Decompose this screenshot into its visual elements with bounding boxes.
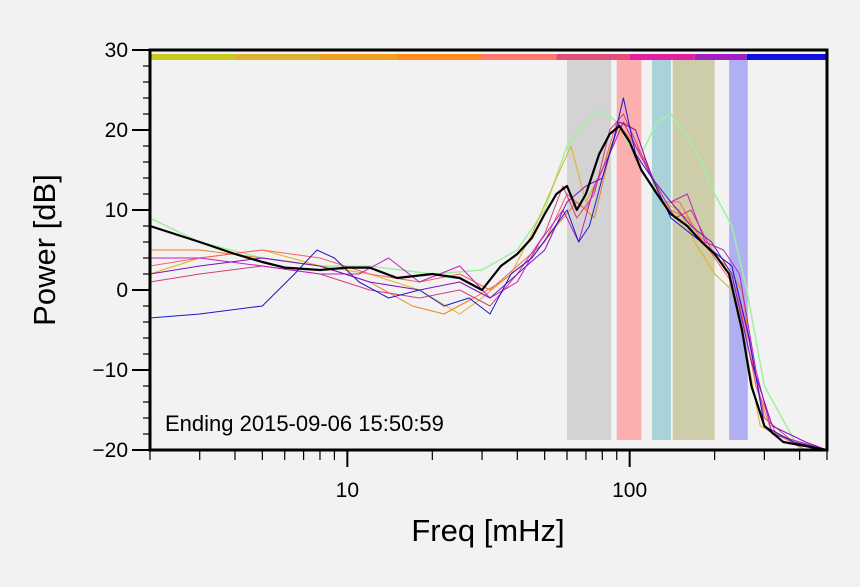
y-tick-label: −10 <box>92 359 128 382</box>
shaded-band-1 <box>567 60 612 440</box>
shaded-band-3 <box>652 60 671 440</box>
top-band-segment-3 <box>319 54 398 60</box>
y-axis: 30 20 10 0 −10 −20 <box>92 39 150 462</box>
top-color-band <box>150 54 827 60</box>
series-line-3 <box>150 121 827 450</box>
plot-frame <box>148 48 829 452</box>
y-tick-label: 0 <box>116 279 128 302</box>
series-line-4 <box>150 121 827 450</box>
y-tick-label: 20 <box>105 119 128 142</box>
top-band-segment-5 <box>482 54 557 60</box>
x-tick-label: 10 <box>336 479 359 502</box>
series-line-7 <box>150 121 827 450</box>
series-line-9 <box>150 124 827 450</box>
y-axis-label: Power [dB] <box>27 174 62 326</box>
series-lines <box>150 97 827 450</box>
series-line-6 <box>150 121 827 450</box>
top-band-segment-1 <box>150 54 235 60</box>
top-band-segment-4 <box>397 54 483 60</box>
series-line-2 <box>150 129 827 450</box>
y-tick-label: 30 <box>105 39 128 62</box>
shaded-band-5 <box>729 60 748 440</box>
x-tick-label: 100 <box>612 479 647 502</box>
x-axis: 10 100 <box>149 450 828 502</box>
top-band-segment-7 <box>629 54 695 60</box>
annotation-label: Ending 2015-09-06 15:50:59 <box>165 411 444 436</box>
y-tick-label: −20 <box>92 439 128 462</box>
top-band-segment-6 <box>556 54 630 60</box>
x-axis-label: Freq [mHz] <box>411 513 564 548</box>
y-tick-label: 10 <box>105 199 128 222</box>
shaded-band-4 <box>672 60 715 440</box>
frequency-band-highlights <box>567 60 748 440</box>
top-band-segment-9 <box>746 54 827 60</box>
top-band-segment-2 <box>234 54 320 60</box>
top-band-segment-8 <box>694 54 747 60</box>
